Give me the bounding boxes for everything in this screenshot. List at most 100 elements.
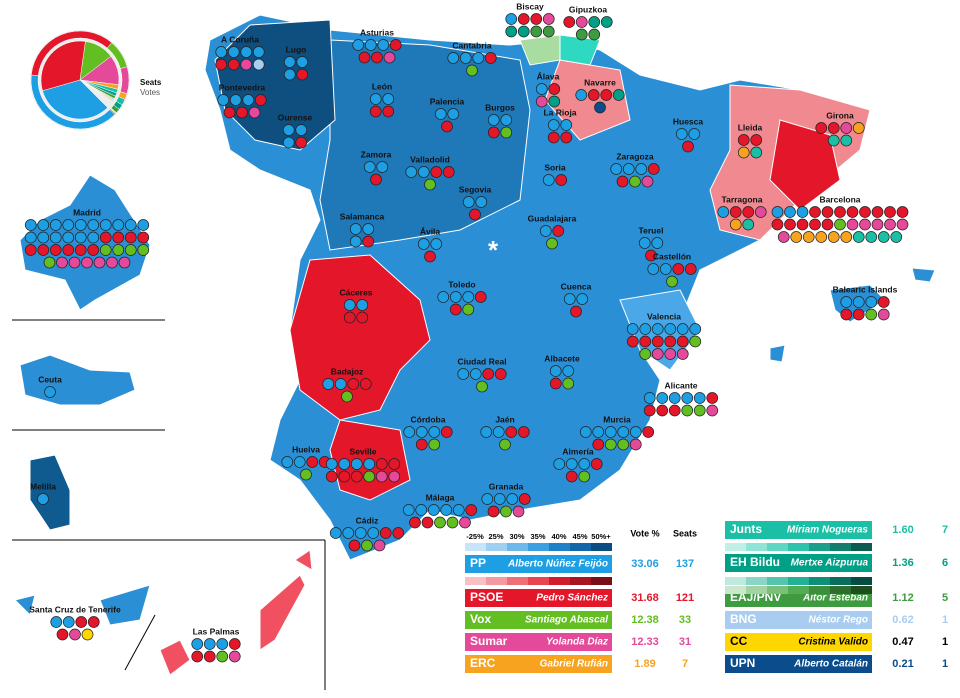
vote-slice — [79, 79, 114, 102]
seat — [626, 323, 639, 335]
province-label: Valladolid — [410, 154, 450, 164]
seat — [338, 470, 351, 483]
seat — [827, 231, 840, 243]
seat — [112, 219, 125, 231]
province-label: Cantabria — [452, 40, 491, 50]
seat — [643, 404, 656, 417]
party-vote: 1.60 — [892, 524, 913, 536]
seat — [629, 175, 641, 188]
seat — [124, 231, 137, 244]
seat — [656, 392, 669, 404]
scale-swatch — [809, 586, 830, 594]
scale-swatch — [830, 543, 851, 551]
party-box — [465, 555, 612, 573]
province-label: Gipuzkoa — [569, 4, 608, 14]
scale-swatch — [851, 577, 872, 585]
seat — [877, 296, 890, 308]
seat — [44, 386, 56, 398]
seat — [616, 175, 629, 188]
seat — [565, 470, 578, 483]
seat — [24, 219, 37, 231]
province-label: Zamora — [361, 149, 392, 159]
scale-swatch — [788, 543, 809, 551]
seat — [295, 136, 308, 149]
seat — [809, 206, 821, 218]
seat — [505, 13, 518, 25]
party-box — [725, 554, 872, 572]
seat — [604, 438, 617, 451]
scale-swatch — [507, 577, 528, 585]
scale-swatch — [528, 577, 549, 585]
party-abbr: PSOE — [470, 590, 503, 604]
seat — [664, 348, 677, 360]
seat — [587, 89, 600, 101]
party-vote: 1.89 — [634, 658, 655, 670]
seat — [252, 46, 265, 58]
seat — [440, 426, 453, 438]
seat — [469, 368, 482, 380]
seat — [884, 206, 896, 218]
seats-label: Seats — [140, 78, 162, 87]
province-label: Ciudad Real — [457, 356, 506, 366]
scale-swatch — [486, 543, 507, 551]
gipuzkoa — [559, 34, 601, 66]
seat — [482, 368, 495, 380]
seat — [62, 244, 75, 256]
seat — [99, 219, 112, 231]
seat — [462, 196, 475, 208]
seat — [363, 470, 376, 483]
party-vote: 33.06 — [631, 558, 659, 570]
seat — [530, 25, 543, 38]
seat — [651, 237, 664, 249]
seat — [542, 25, 555, 38]
seat — [659, 263, 672, 275]
seat — [350, 470, 363, 483]
province-label: Barcelona — [819, 194, 860, 204]
province-label: Valencia — [647, 311, 681, 321]
seat — [535, 95, 548, 108]
seat — [392, 527, 405, 539]
seat — [24, 231, 37, 244]
party-seats: 121 — [676, 592, 694, 604]
seat — [363, 161, 376, 173]
seat — [343, 311, 356, 324]
seat — [517, 426, 530, 438]
seat — [737, 146, 750, 159]
seat — [809, 218, 821, 231]
seat — [790, 231, 803, 243]
seat — [675, 128, 688, 140]
seat — [50, 616, 63, 628]
scale-label: 40% — [551, 532, 566, 541]
seat — [371, 51, 383, 64]
lanzarote — [294, 549, 313, 571]
seat — [802, 231, 815, 243]
seat — [430, 166, 443, 178]
seat — [306, 456, 319, 468]
gran-canaria — [159, 639, 191, 676]
scale-swatch — [788, 577, 809, 585]
seat — [750, 146, 763, 159]
seat — [475, 196, 488, 208]
province-label: Soria — [544, 162, 566, 172]
seat — [369, 93, 382, 105]
seat — [834, 206, 846, 218]
party-box — [465, 589, 612, 607]
seat — [647, 263, 660, 275]
scale-swatch — [549, 543, 570, 551]
seat — [827, 134, 840, 147]
seat — [282, 124, 295, 136]
seat — [228, 638, 241, 650]
seat — [364, 39, 377, 51]
province-label: Salamanca — [340, 211, 385, 221]
seat — [424, 250, 436, 263]
seat — [651, 323, 664, 335]
seat — [296, 56, 309, 68]
province-label: Pontevedra — [219, 82, 266, 92]
seat — [672, 263, 685, 275]
seat — [499, 438, 511, 451]
seat — [821, 206, 834, 218]
seat — [578, 458, 591, 470]
seat — [417, 238, 430, 250]
province-label: Cádiz — [356, 515, 379, 525]
province-label: La Rioja — [543, 107, 576, 117]
